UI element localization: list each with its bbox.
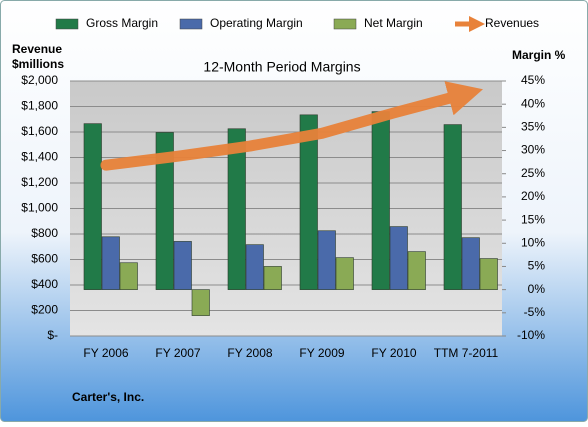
legend-label: Gross Margin <box>86 16 158 30</box>
y-tick-label: $200 <box>31 303 58 317</box>
y2-tick-label: 35% <box>521 120 545 134</box>
footer: Carter's, Inc. <box>72 390 144 404</box>
bar <box>479 258 498 290</box>
revenue-line <box>100 81 484 171</box>
legend-label: Operating Margin <box>210 16 303 30</box>
bar <box>335 257 354 290</box>
y-axis-title: Revenue <box>12 42 62 56</box>
y2-tick-label: -10% <box>517 328 545 342</box>
y2-tick-label: 5% <box>528 259 546 273</box>
bar <box>227 128 246 290</box>
y-tick-label: $400 <box>31 277 58 291</box>
y-axis-title: $millions <box>12 57 64 71</box>
bar <box>155 132 174 290</box>
bar <box>389 226 408 290</box>
x-tick-label: FY 2010 <box>371 346 416 360</box>
chart-title: 12-Month Period Margins <box>203 59 360 75</box>
y-tick-label: $600 <box>31 252 58 266</box>
bar <box>245 244 264 290</box>
bar <box>191 289 210 316</box>
y2-tick-label: 30% <box>521 143 545 157</box>
bar <box>83 123 102 290</box>
y-tick-label: $1,600 <box>21 124 58 138</box>
legend-label: Revenues <box>485 16 539 30</box>
bar <box>263 266 282 290</box>
y2-tick-label: 40% <box>521 96 545 110</box>
legend-swatch <box>333 18 357 30</box>
y-tick-label: $1,400 <box>21 150 58 164</box>
y2-axis-title: Margin % <box>512 48 566 62</box>
bar <box>407 251 426 290</box>
y-tick-label: $1,200 <box>21 175 58 189</box>
legend-swatch <box>179 18 203 30</box>
legend-label: Net Margin <box>364 16 423 30</box>
y2-tick-label: 25% <box>521 166 545 180</box>
x-tick-label: TTM 7-2011 <box>434 346 499 360</box>
bar <box>173 241 192 290</box>
bar <box>299 114 318 290</box>
x-tick-label: FY 2007 <box>155 346 200 360</box>
legend-swatch <box>55 18 79 30</box>
bar <box>317 230 336 290</box>
bar <box>443 124 462 290</box>
x-tick-label: FY 2006 <box>83 346 128 360</box>
y-tick-label: $1,000 <box>21 201 58 215</box>
bar <box>119 262 138 290</box>
y2-tick-label: 20% <box>521 189 545 203</box>
y-tick-label: $1,800 <box>21 99 58 113</box>
bar <box>461 237 480 290</box>
bar <box>371 111 390 290</box>
y-tick-label: $800 <box>31 226 58 240</box>
x-tick-label: FY 2008 <box>227 346 272 360</box>
y2-tick-label: 0% <box>528 282 546 296</box>
y-tick-label: $- <box>47 328 58 342</box>
y2-tick-label: 10% <box>521 235 545 249</box>
y2-tick-label: -5% <box>524 305 546 319</box>
y-tick-label: $2,000 <box>21 73 58 87</box>
x-tick-label: FY 2009 <box>299 346 344 360</box>
y2-tick-label: 15% <box>521 212 545 226</box>
bar <box>101 236 120 290</box>
y2-tick-label: 45% <box>521 73 545 87</box>
